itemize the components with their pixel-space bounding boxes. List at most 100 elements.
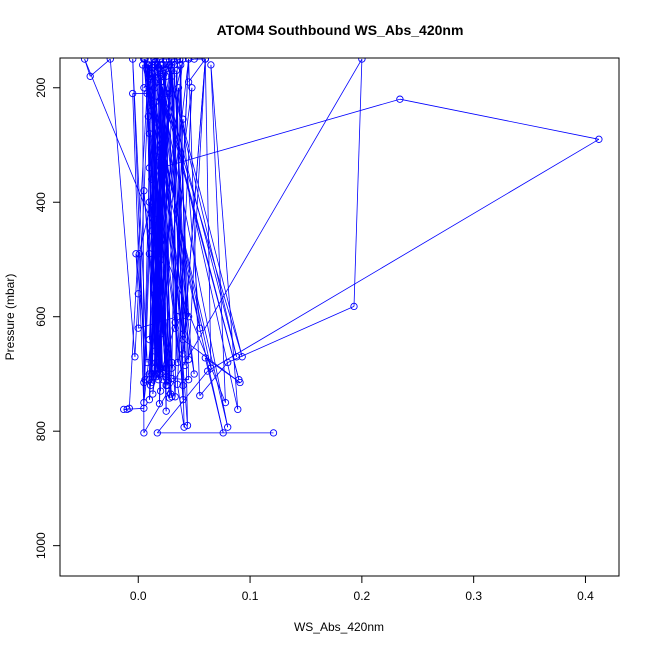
data-point — [224, 423, 232, 431]
series-line-segment — [135, 253, 139, 294]
data-point — [168, 66, 176, 75]
data-point — [396, 95, 404, 103]
data-point — [145, 129, 154, 138]
data-point — [156, 238, 165, 246]
data-point — [149, 390, 157, 398]
series-line-segment — [143, 64, 153, 383]
x-axis: 0.0 0.1 0.2 0.3 0.4 — [130, 575, 594, 603]
data-point — [151, 118, 159, 126]
data-point — [129, 58, 137, 63]
data-point — [151, 58, 159, 63]
data-point — [161, 65, 169, 74]
x-axis-label: WS_Abs_420nm — [294, 620, 384, 634]
series-line-segment — [89, 58, 111, 77]
data-point — [140, 404, 148, 412]
data-point — [175, 58, 184, 63]
data-point — [190, 370, 198, 378]
data-point — [132, 250, 140, 258]
data-point — [188, 84, 196, 92]
data-point — [125, 404, 133, 412]
series-line-segment — [143, 58, 363, 434]
series-line-segment — [126, 407, 130, 410]
data-point — [155, 400, 164, 408]
series-line-segment — [165, 59, 243, 357]
data-point — [141, 376, 149, 384]
series-line-segment — [204, 59, 212, 369]
data-point — [151, 61, 159, 69]
series-line-segment — [149, 70, 173, 380]
data-point — [221, 398, 230, 407]
data-point — [196, 324, 204, 332]
data-point — [150, 72, 158, 80]
data-point — [153, 429, 161, 437]
data-point — [135, 250, 144, 258]
data-point — [179, 58, 187, 63]
data-point — [144, 112, 152, 121]
data-point — [156, 364, 165, 372]
data-point — [164, 377, 173, 385]
y-tick-label: 400 — [34, 192, 48, 212]
data-point — [162, 61, 170, 69]
series-line-segment — [109, 59, 136, 357]
x-tick-label: 0.4 — [577, 589, 594, 603]
data-point — [183, 421, 192, 430]
y-axis: 200 400 600 800 1000 — [34, 77, 61, 559]
series-line-segment — [171, 378, 189, 381]
data-point — [140, 187, 148, 195]
data-point — [152, 370, 160, 378]
data-point — [155, 58, 164, 63]
data-point — [179, 335, 187, 344]
data-point — [156, 278, 165, 287]
series-line-segment — [182, 119, 201, 329]
data-point — [120, 405, 128, 414]
y-tick-label: 1000 — [34, 532, 48, 559]
data-point — [179, 381, 187, 390]
data-point — [151, 84, 159, 92]
data-point — [595, 135, 603, 143]
data-point — [156, 61, 165, 69]
data-point — [140, 58, 148, 63]
series-line-segment — [210, 64, 226, 403]
data-point — [156, 141, 165, 149]
series-line-segment — [165, 59, 237, 357]
series-line-segment — [151, 110, 159, 369]
y-tick-label: 800 — [34, 421, 48, 441]
series-line-segment — [154, 102, 157, 375]
x-tick-label: 0.1 — [242, 589, 259, 603]
data-point — [173, 380, 182, 388]
series-line-segment — [143, 58, 173, 89]
data-point — [168, 58, 176, 63]
data-point — [171, 393, 179, 401]
series-line-segment — [174, 59, 189, 323]
data-point — [151, 98, 159, 106]
y-axis-label: Pressure (mbar) — [3, 274, 17, 361]
data-point — [184, 313, 193, 321]
series-line-segment — [160, 64, 178, 363]
data-point — [235, 376, 243, 384]
data-point — [184, 376, 193, 384]
chart-title: ATOM4 Southbound WS_Abs_420nm — [217, 22, 464, 38]
data-point — [140, 429, 148, 437]
series-line-segment — [188, 59, 206, 360]
data-point — [179, 350, 187, 358]
data-point — [207, 364, 215, 372]
data-point — [156, 164, 165, 172]
data-point — [140, 84, 148, 92]
series-line-segment — [149, 76, 167, 380]
x-tick-label: 0.3 — [465, 589, 482, 603]
data-point — [174, 84, 183, 92]
data-point — [162, 72, 170, 80]
data-point — [148, 175, 156, 183]
data-point — [159, 72, 167, 80]
data-point — [151, 347, 159, 355]
data-point — [159, 61, 167, 69]
data-point — [190, 58, 198, 63]
series-line-segment — [160, 64, 239, 410]
data-point — [145, 198, 154, 206]
series-line-segment — [132, 59, 148, 363]
data-point — [168, 358, 176, 367]
series-line-segment — [199, 362, 229, 396]
data-point — [179, 330, 187, 338]
data-point — [201, 58, 209, 63]
data-point — [131, 353, 139, 361]
